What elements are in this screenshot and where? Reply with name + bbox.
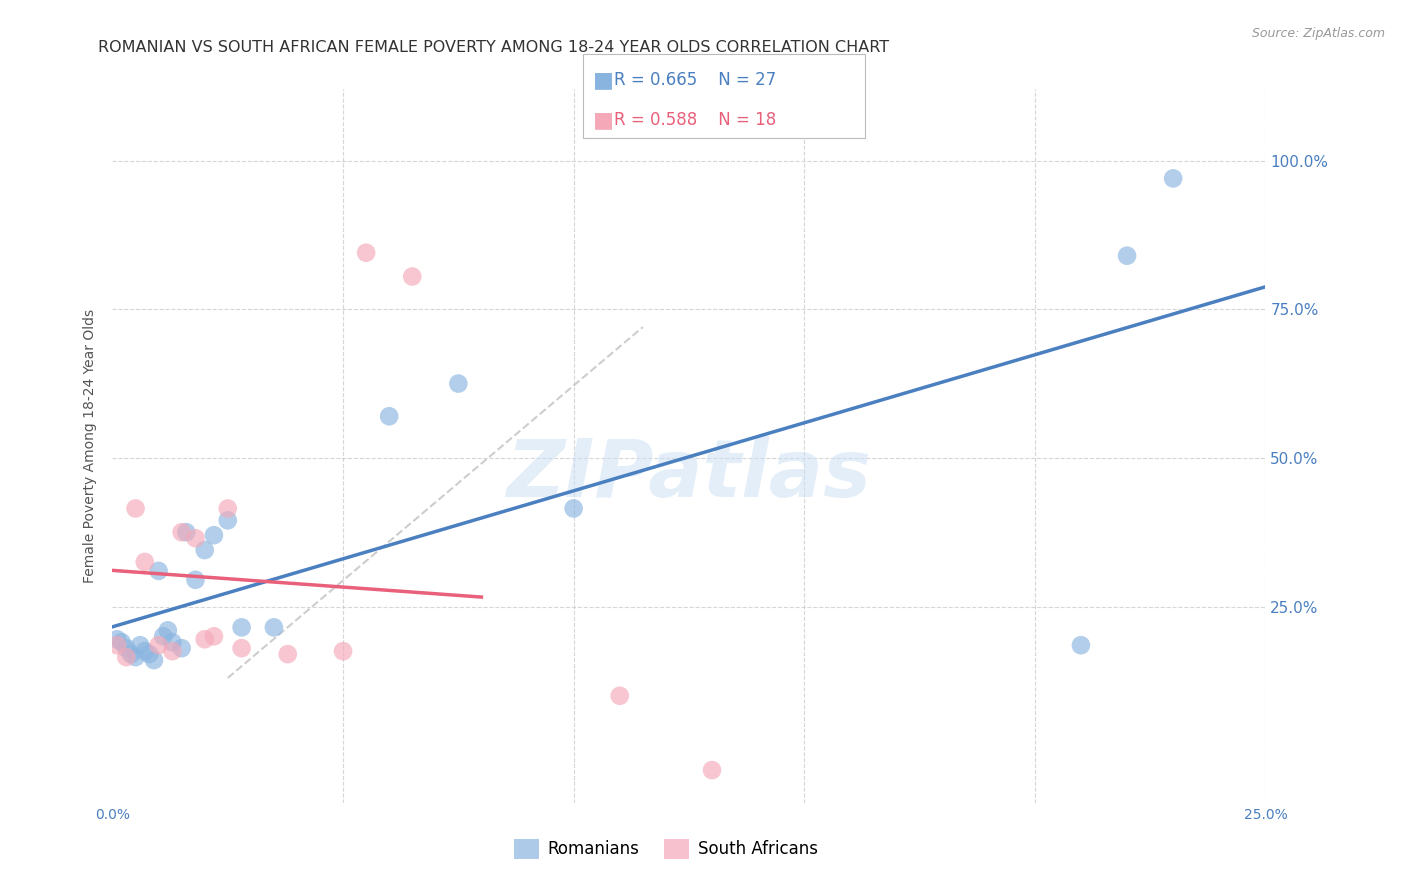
Point — [124, 650, 146, 665]
Point — [217, 501, 239, 516]
Point — [111, 635, 134, 649]
Point — [609, 689, 631, 703]
Point — [124, 501, 146, 516]
Legend: Romanians, South Africans: Romanians, South Africans — [508, 832, 824, 866]
Point — [700, 763, 723, 777]
Text: R = 0.665    N = 27: R = 0.665 N = 27 — [614, 71, 776, 89]
Y-axis label: Female Poverty Among 18-24 Year Olds: Female Poverty Among 18-24 Year Olds — [83, 309, 97, 583]
Text: ROMANIAN VS SOUTH AFRICAN FEMALE POVERTY AMONG 18-24 YEAR OLDS CORRELATION CHART: ROMANIAN VS SOUTH AFRICAN FEMALE POVERTY… — [98, 40, 890, 55]
Point — [194, 632, 217, 647]
Text: ■: ■ — [593, 111, 614, 130]
Point — [134, 555, 156, 569]
Point — [105, 638, 128, 652]
Point — [170, 641, 193, 656]
Point — [1116, 249, 1139, 263]
Point — [378, 409, 401, 424]
Point — [202, 528, 225, 542]
Point — [184, 531, 207, 545]
Point — [184, 573, 207, 587]
Point — [1070, 638, 1092, 652]
Point — [129, 638, 152, 652]
Point — [332, 644, 354, 658]
Text: R = 0.588    N = 18: R = 0.588 N = 18 — [614, 112, 776, 129]
Point — [277, 647, 299, 661]
Point — [162, 635, 184, 649]
Point — [217, 513, 239, 527]
Point — [231, 641, 253, 656]
Point — [138, 647, 160, 661]
Point — [134, 644, 156, 658]
Text: ZIPatlas: ZIPatlas — [506, 435, 872, 514]
Point — [115, 641, 138, 656]
Point — [148, 638, 170, 652]
Point — [162, 644, 184, 658]
Text: Source: ZipAtlas.com: Source: ZipAtlas.com — [1251, 27, 1385, 40]
Text: ■: ■ — [593, 70, 614, 90]
Point — [156, 624, 179, 638]
Point — [105, 632, 128, 647]
Point — [231, 620, 253, 634]
Point — [174, 525, 197, 540]
Point — [115, 650, 138, 665]
Point — [354, 245, 377, 260]
Point — [143, 653, 166, 667]
Point — [152, 629, 174, 643]
Point — [401, 269, 423, 284]
Point — [148, 564, 170, 578]
Point — [202, 629, 225, 643]
Point — [170, 525, 193, 540]
Point — [263, 620, 285, 634]
Point — [562, 501, 585, 516]
Point — [447, 376, 470, 391]
Point — [194, 543, 217, 558]
Point — [120, 647, 142, 661]
Point — [1161, 171, 1184, 186]
